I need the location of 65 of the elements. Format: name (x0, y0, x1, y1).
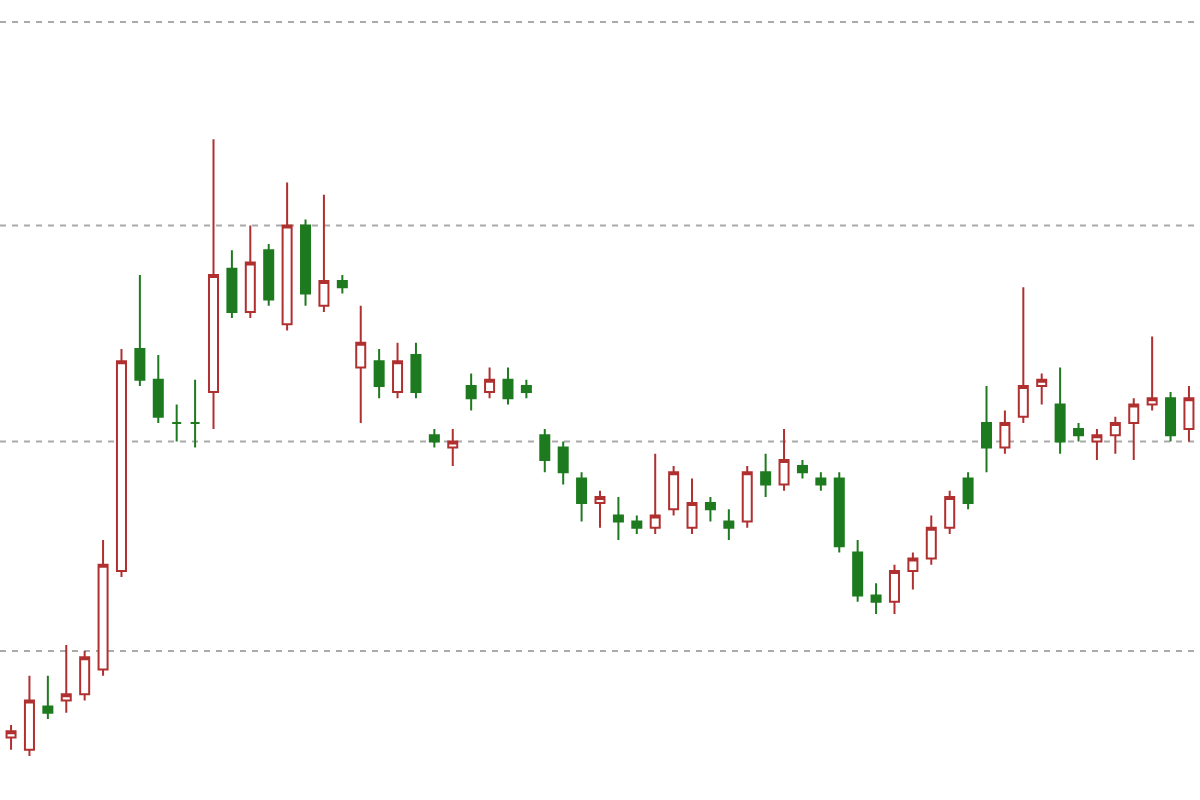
candlestick (668, 465, 680, 517)
candlestick (778, 428, 790, 492)
candlestick (300, 218, 312, 307)
candlestick (576, 471, 588, 523)
candlestick (5, 724, 17, 751)
candlestick (1036, 372, 1048, 406)
candlestick (152, 354, 164, 424)
candlestick (833, 471, 845, 554)
candlestick (79, 650, 91, 702)
candlestick (244, 224, 256, 320)
candlestick (465, 372, 477, 412)
candlestick (1128, 397, 1140, 461)
candlestick (1054, 366, 1066, 455)
candlestick (999, 409, 1011, 455)
candlestick (1165, 391, 1177, 443)
candlestick (392, 341, 404, 400)
candlestick (502, 366, 514, 406)
candlestick (557, 440, 569, 486)
candlestick (373, 347, 385, 400)
candlestick (428, 428, 440, 449)
candlestick (97, 539, 109, 677)
candlestick (723, 508, 735, 542)
candlestick (631, 514, 643, 535)
candlestick (1091, 428, 1103, 461)
candlestick (42, 674, 54, 720)
candlestick (796, 458, 808, 480)
candlestick (60, 643, 72, 714)
candlestick (281, 181, 293, 332)
candlestick (925, 514, 937, 566)
candlestick (1073, 421, 1085, 443)
candlestick (115, 347, 127, 579)
candlestick (852, 539, 864, 603)
candlestick (1109, 415, 1121, 455)
candlestick (318, 193, 330, 313)
candlestick (1017, 286, 1029, 424)
candlestick (962, 471, 974, 511)
candlestick (226, 249, 238, 320)
candlestick (815, 471, 827, 492)
candlestick (189, 378, 201, 449)
candlestick (447, 428, 459, 468)
candlestick (23, 674, 35, 757)
candlestick (704, 495, 716, 523)
candlestick (594, 489, 606, 529)
candlestick (336, 273, 348, 295)
candlestick (686, 477, 698, 535)
candlestick (134, 273, 146, 387)
candlestick (1146, 335, 1158, 412)
candlestick (520, 378, 532, 400)
candlestick (741, 465, 753, 529)
candlestick (760, 452, 772, 498)
candlestick (612, 495, 624, 542)
candlestick (207, 138, 219, 431)
candlestick (1183, 384, 1195, 443)
candlestick (649, 452, 661, 535)
candlestick (944, 489, 956, 535)
candlestick (870, 582, 882, 616)
candlestick (171, 403, 183, 443)
candlestick (355, 304, 367, 424)
candlestick (981, 384, 993, 474)
candlestick (484, 366, 496, 400)
candlestick (907, 551, 919, 591)
candlestick (539, 428, 551, 474)
candlestick (263, 243, 275, 307)
candlestick (410, 341, 422, 400)
candlestick (888, 563, 900, 616)
